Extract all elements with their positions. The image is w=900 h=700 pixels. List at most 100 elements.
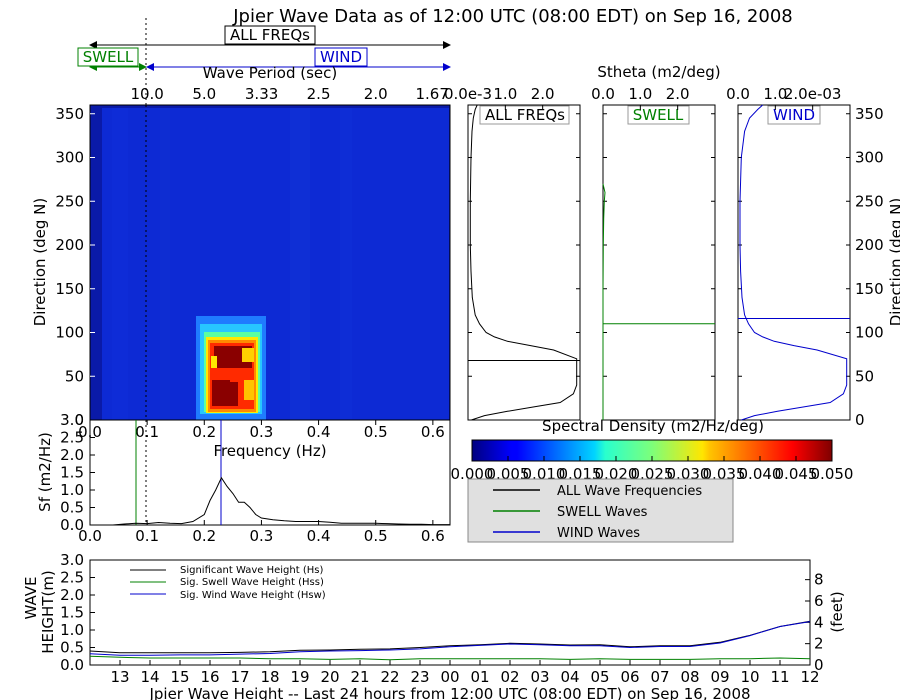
height-legend-hss: Sig. Swell Wave Height (Hss) [180, 577, 324, 588]
sf-series-line [90, 476, 450, 526]
swell-right-arrow [139, 63, 147, 71]
wind-left-arrow [146, 63, 154, 71]
map-y-tick-label: 50 [65, 367, 84, 385]
height-x-tick-label: 09 [710, 668, 729, 686]
stheta-all-frame [467, 104, 581, 421]
stheta-right-ylabel: Direction (deg N) [887, 198, 900, 327]
all-freqs-box [224, 25, 316, 45]
wind-label: WIND [320, 48, 362, 66]
sf-x-tick-label: 0.5 [364, 527, 388, 545]
swell-label: SWELL [83, 48, 134, 66]
stheta-right-y-tick-label: 200 [855, 236, 884, 254]
stheta-tick-label: 2.0 [666, 85, 690, 103]
stheta-right-y-ticks: 0 50 100 150 200 250 300 350 [855, 105, 884, 429]
colorbar-tick-label: 0.040 [739, 465, 782, 483]
period-tick-label: 10.0 [130, 85, 163, 103]
stheta-right-y-tick-label: 300 [855, 149, 884, 167]
sf-x-tick-label: 0.1 [135, 527, 159, 545]
stheta-swell-ticks: 0.0 1.0 2.0 [591, 85, 715, 421]
period-tick-label: 2.0 [364, 85, 388, 103]
height-x-tick-label: 02 [500, 668, 519, 686]
map-y-tick-label: 150 [55, 280, 84, 298]
height-x-tick-label: 20 [320, 668, 339, 686]
stheta-wind-frame [737, 104, 851, 421]
stheta-all-curve [469, 104, 578, 421]
legend-wind: WIND Waves [557, 526, 640, 541]
stheta-wind-curve [739, 104, 848, 421]
height-xlabel: Jpier Wave Height -- Last 24 hours from … [148, 685, 750, 700]
all-left-arrow [89, 41, 97, 49]
height-ylabel-2: HEIGHT(m) [39, 570, 57, 654]
height-ylabel-1: WAVE [22, 576, 40, 619]
stheta-right-y-tick-label: 250 [855, 192, 884, 210]
sf-x-tick-label-top: 0.2 [192, 423, 216, 441]
hss-series-line [89, 655, 811, 661]
stheta-tick-label: 2.0 [531, 85, 555, 103]
sf-ylabel: Sf (m2/Hz) [36, 432, 54, 512]
sf-x-tick-label-top: 0.5 [364, 423, 388, 441]
sf-x-tick-label: 0.4 [307, 527, 331, 545]
map-y-tick-label: 0 [74, 411, 84, 429]
stheta-right-y-tick-label: 350 [855, 105, 884, 123]
height-y-tick-label-right: 0 [814, 656, 824, 674]
sf-x-tick-label-top: 0.4 [307, 423, 331, 441]
height-x-ticks: 13 14 15 16 17 18 19 20 21 22 23 00 01 02 03 04 05 06 07 08… [110, 660, 820, 686]
height-x-tick-label: 14 [140, 668, 159, 686]
stheta-title: Stheta (m2/deg) [597, 63, 720, 81]
height-x-tick-label: 23 [410, 668, 429, 686]
colorbar-tick-label: 0.045 [775, 465, 818, 483]
stheta-right-y-tick-label: 150 [855, 280, 884, 298]
height-x-tick-label: 12 [800, 668, 819, 686]
all-freqs-label: ALL FREQs [230, 26, 310, 44]
sf-y-tick-label: 2.5 [60, 429, 84, 447]
height-x-tick-label: 16 [200, 668, 219, 686]
height-x-tick-label: 06 [620, 668, 639, 686]
all-right-arrow [443, 41, 451, 49]
stheta-tick-label: 2.0e-03 [784, 85, 842, 103]
stheta-all-label: ALL FREQs [485, 106, 565, 124]
stheta-swell-label: SWELL [633, 106, 684, 124]
height-y-tick-label-right: 8 [814, 571, 824, 589]
stheta-tick-label: 0.0 [591, 85, 615, 103]
sf-y-tick-label: 1.0 [60, 481, 84, 499]
stheta-swell-frame [602, 104, 716, 421]
legend-swell: SWELL Waves [557, 505, 648, 520]
legend-all: ALL Wave Frequencies [557, 484, 702, 499]
height-y-tick-label: 2.5 [60, 569, 84, 587]
hsw-series-line [89, 621, 811, 656]
height-x-tick-label: 10 [740, 668, 759, 686]
height-legend-hs: Significant Wave Height (Hs) [180, 565, 323, 576]
height-x-tick-label: 17 [230, 668, 249, 686]
stheta-tick-label: 1.0 [493, 85, 517, 103]
sf-x-tick-label-top: 0.6 [421, 423, 445, 441]
colorbar-label: Spectral Density (m2/Hz/deg) [542, 417, 764, 435]
sf-y-tick-label: 0.5 [60, 499, 84, 517]
hs-series-line [89, 620, 811, 654]
height-y-tick-label-right: 6 [814, 592, 824, 610]
sf-y-ticks: 0.00.51.01.52.02.53.0 [60, 411, 95, 534]
height-legend-hsw: Sig. Wind Wave Height (Hsw) [180, 590, 326, 601]
map-y-tick-label: 250 [55, 192, 84, 210]
sf-xlabel: Frequency (Hz) [213, 442, 326, 460]
period-tick-label: 2.5 [307, 85, 331, 103]
height-x-tick-label: 13 [110, 668, 129, 686]
stheta-tick-label: 0.0e-3 [444, 85, 492, 103]
map-y-tick-label: 300 [55, 149, 84, 167]
height-x-tick-label: 22 [380, 668, 399, 686]
height-y-tick-label: 1.0 [60, 621, 84, 639]
height-y-tick-label: 2.0 [60, 586, 84, 604]
legend-panel: ALL Wave Frequencies SWELL Waves WIND Wa… [467, 478, 734, 543]
period-tick-label: 5.0 [192, 85, 216, 103]
height-y-tick-label: 0.0 [60, 656, 84, 674]
height-x-tick-label: 18 [260, 668, 279, 686]
height-ylabel-right: (feet) [828, 591, 846, 632]
sf-y-tick-label: 3.0 [60, 411, 84, 429]
sf-x-tick-label: 0.3 [249, 527, 273, 545]
swell-box [77, 47, 139, 67]
map-y-tick-label: 200 [55, 236, 84, 254]
stheta-tick-label: 1.0 [763, 85, 787, 103]
height-x-tick-label: 05 [590, 668, 609, 686]
sf-x-tick-label: 0.2 [192, 527, 216, 545]
